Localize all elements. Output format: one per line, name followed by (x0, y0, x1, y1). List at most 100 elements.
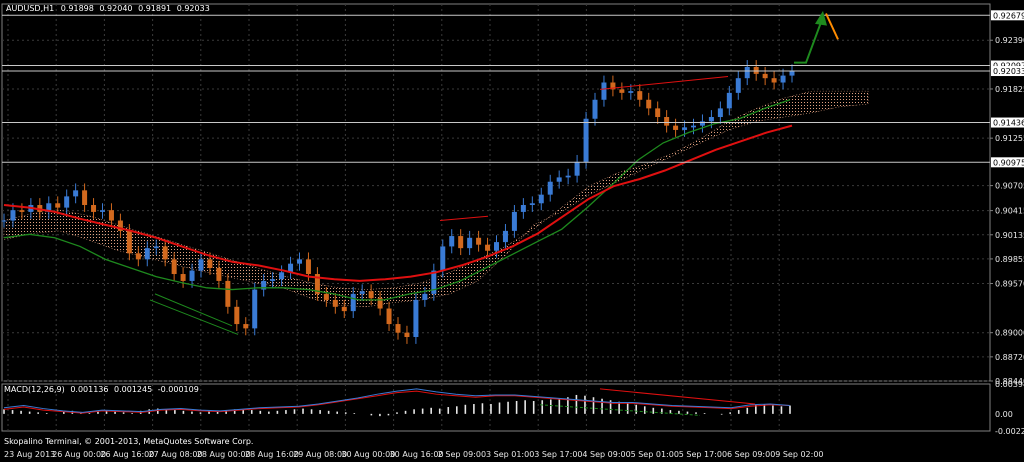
candle-body (735, 78, 741, 93)
candle-body (332, 299, 338, 307)
x-tick-label: 27 Aug 08:00 (149, 450, 203, 459)
candle-body (556, 177, 562, 182)
x-tick-label: 23 Aug 2013 (4, 450, 55, 459)
price-tag-bg (991, 66, 1024, 77)
candle-body (699, 121, 705, 126)
x-tick-label: 28 Aug 16:00 (245, 450, 299, 459)
candle-body (19, 210, 25, 212)
candle-body (46, 203, 52, 212)
candle-body (458, 236, 464, 249)
macd-y-tick-label: 0.00 (995, 410, 1013, 419)
x-tick-label: 26 Aug 00:00 (52, 450, 106, 459)
candle-body (771, 78, 777, 83)
candle-body (404, 332, 410, 338)
candle-body (449, 236, 455, 247)
candle-body (377, 298, 383, 309)
candle-body (646, 99, 652, 109)
candle-body (610, 82, 616, 90)
candle-body (431, 270, 437, 294)
price-tag-bg (991, 10, 1024, 21)
candle-body (386, 308, 392, 325)
candle-body (368, 291, 374, 299)
candle-body (780, 75, 786, 83)
moving-averages (3, 99, 793, 301)
x-tick-label: 5 Sep 01:00 (631, 450, 679, 459)
price-tag[interactable]: 0.92033 (991, 66, 1024, 77)
candle-body (198, 259, 204, 271)
ohlc-open: 0.91898 (61, 4, 94, 13)
price-tag-bg (991, 157, 1024, 168)
x-tick-label: 28 Aug 00:00 (197, 450, 251, 459)
arrow-up-head (815, 10, 827, 26)
price-tag-text: 0.91436 (993, 119, 1024, 128)
x-tick-label: 9 Sep 02:00 (775, 450, 823, 459)
price-tag[interactable]: 0.92679 (991, 10, 1024, 21)
trendline-2 (439, 215, 489, 222)
candle-body (413, 299, 419, 338)
price-frame (1, 3, 991, 382)
candle-body (82, 190, 88, 206)
x-tick-label: 30 Aug 16:00 (390, 450, 444, 459)
x-tick-label: 5 Sep 17:00 (679, 450, 727, 459)
candle-body (261, 280, 267, 290)
candle-body (529, 203, 535, 206)
candle-body (583, 118, 589, 162)
candle-body (511, 211, 517, 231)
y-tick-label: 0.90705 (995, 182, 1024, 191)
x-tick-label: 2 Sep 09:00 (438, 450, 486, 459)
candle-body (655, 108, 661, 118)
candle-body (126, 230, 132, 254)
macd-frame (1, 383, 991, 432)
candle-body (207, 259, 213, 268)
ohlc-close: 0.92033 (177, 4, 210, 13)
candle-body (216, 267, 222, 281)
x-tick-label: 3 Sep 01:00 (486, 450, 534, 459)
ma-fast-line (3, 99, 791, 301)
arrow-down-line (825, 13, 839, 40)
x-tick-label: 26 Aug 16:00 (100, 450, 154, 459)
candle-body (144, 248, 150, 260)
candle-body (234, 306, 240, 325)
candle-body (297, 259, 302, 264)
y-tick-label: 0.91255 (995, 134, 1024, 143)
price-tag[interactable]: 0.90975 (991, 157, 1024, 168)
candle-body (73, 190, 79, 197)
annotations (149, 10, 839, 335)
candle-body (171, 259, 177, 275)
ohlc-low: 0.91891 (138, 4, 171, 13)
price-tag-text: 0.90975 (993, 158, 1024, 167)
candle-body (180, 274, 186, 281)
footer-copyright: Skopalino Terminal, © 2001-2013, MetaQuo… (4, 437, 253, 446)
candle-body (135, 253, 141, 260)
candle-body (117, 220, 123, 231)
y-tick-label: 0.91825 (995, 85, 1024, 94)
macd-signal-line (3, 390, 791, 414)
ichimoku-cloud (3, 90, 869, 308)
candle-body (91, 205, 97, 212)
price-tag[interactable]: 0.91436 (991, 117, 1024, 128)
y-tick-label: 0.89855 (995, 255, 1024, 264)
candle-body (162, 246, 168, 260)
x-tick-label: 4 Sep 09:00 (582, 450, 630, 459)
candle-body (1, 220, 7, 222)
candle-body (762, 73, 768, 79)
candle-body (619, 89, 625, 93)
macd-readout-signal: 0.001245 (114, 385, 152, 394)
x-tick-label: 30 Aug 00:00 (341, 450, 395, 459)
candle-body (314, 274, 320, 294)
candle-body (323, 293, 329, 300)
candle-body (726, 92, 732, 109)
candle-body (476, 237, 482, 245)
candle-body (538, 194, 544, 204)
cloud-area (3, 90, 869, 308)
candle-body (10, 210, 16, 221)
price-tag[interactable]: 0.92097 (991, 60, 1024, 71)
candle-body (189, 270, 195, 281)
candle-body (502, 230, 508, 243)
x-tick-label: 3 Sep 17:00 (534, 450, 582, 459)
